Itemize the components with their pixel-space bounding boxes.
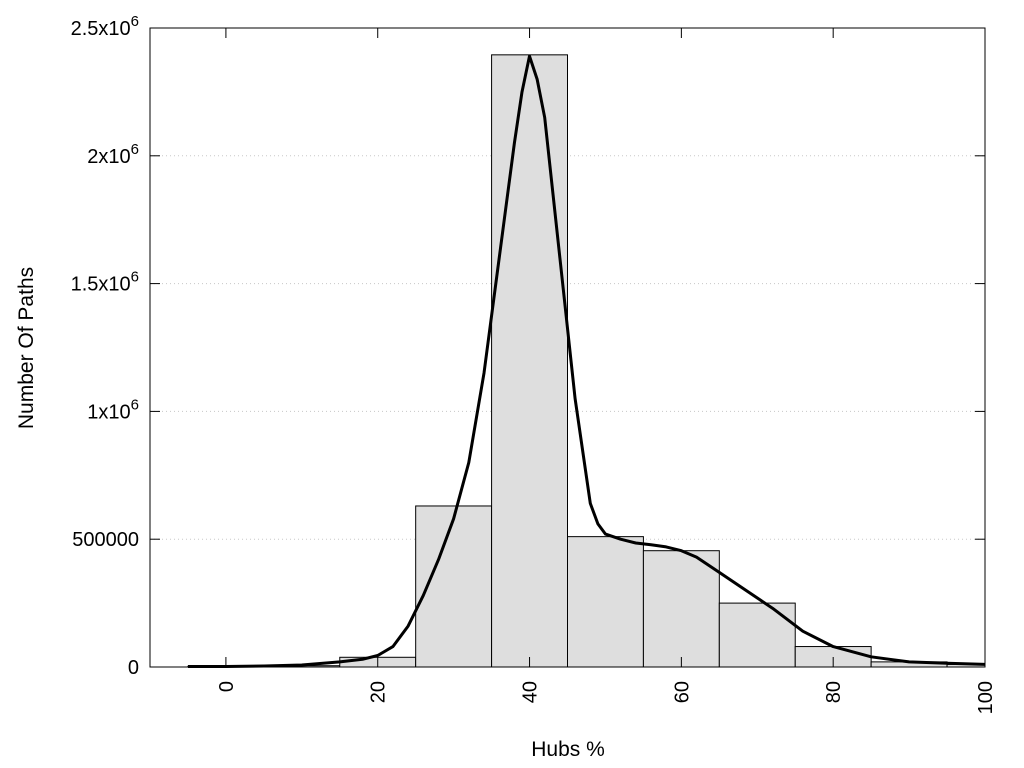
x-tick-label-3: 60 <box>671 681 693 703</box>
y-tick-label-5: 2.5x106 <box>71 13 139 40</box>
x-tick-label-2: 40 <box>520 681 542 703</box>
y-tick-label-4: 2x106 <box>87 141 139 168</box>
bar-4 <box>491 54 568 668</box>
x-axis-title: Hubs % <box>531 738 605 761</box>
y-tick-label-2: 1x106 <box>87 396 139 423</box>
density-curve-line <box>188 54 986 668</box>
plot-frame <box>149 27 986 668</box>
x-tick-label-5: 100 <box>975 681 997 714</box>
y-axis-ticks: 0 500000 1x106 1.5x106 2x106 2.5x106 <box>71 13 985 679</box>
x-axis-ticks: 0 20 40 60 80 100 <box>216 28 997 714</box>
bar-6 <box>642 550 720 668</box>
bars <box>187 54 986 668</box>
y-tick-label-3: 1.5x106 <box>71 269 139 296</box>
y-tick-label-0: 0 <box>128 657 139 679</box>
y-tick-label-1: 500000 <box>72 529 139 551</box>
x-tick-label-1: 20 <box>368 681 390 703</box>
bar-5 <box>567 536 644 668</box>
x-tick-label-0: 0 <box>216 681 238 692</box>
bar-7 <box>718 602 796 668</box>
x-tick-label-4: 80 <box>823 681 845 703</box>
y-axis-title: Number Of Paths <box>15 267 38 429</box>
density-curve <box>188 54 986 668</box>
